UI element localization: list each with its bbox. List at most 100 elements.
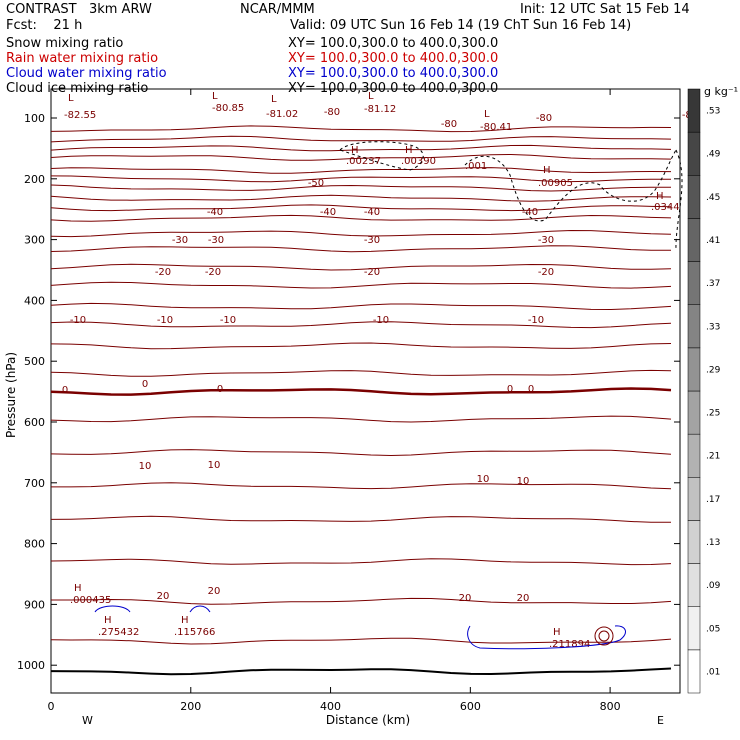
colorbar-swatch <box>687 218 701 262</box>
extrema-marker: H <box>543 165 551 176</box>
contour-label: -40 <box>207 207 223 218</box>
colorbar-swatch <box>687 606 701 651</box>
contour-label: -30 <box>364 235 380 246</box>
x-tick-label: 0 <box>48 700 55 713</box>
colorbar-swatch <box>687 131 701 176</box>
temperature-contour-line <box>50 135 672 143</box>
contour-label: -40 <box>522 207 538 218</box>
colorbar: .01 .05 .09 .13 .17 .21 .25 .29 .33 .37 .41 .45 .49.… <box>687 88 721 694</box>
y-axis-title: Pressure (hPa) <box>4 352 18 438</box>
colorbar-swatch <box>687 433 701 478</box>
contour-label: -40 <box>364 207 380 218</box>
center-title: NCAR/MMM <box>240 2 315 17</box>
temperature-contour-line <box>50 515 672 523</box>
colorbar-level-label: .05 <box>706 624 720 634</box>
colorbar-level-label: .37 <box>706 279 720 289</box>
extrema-value: .00905 <box>538 178 573 189</box>
colorbar-swatch <box>687 520 701 564</box>
contour-label: -10 <box>528 315 544 326</box>
contour-label: 10 <box>517 476 530 487</box>
colorbar-level-label: .49 <box>706 150 721 160</box>
y-tick-label: 600 <box>24 416 45 429</box>
colorbar-level-label: .33 <box>706 322 720 332</box>
contour-label: 0 <box>217 384 223 395</box>
temperature-contour-line <box>50 558 672 566</box>
x-tick-label: 600 <box>460 700 481 713</box>
colorbar-swatch <box>687 261 701 305</box>
x-tick-label: 400 <box>320 700 341 713</box>
temperature-contour-line <box>50 637 672 645</box>
temperature-contours: -50 -40 -40 -40 -40 -30 -30 -30 -30 -20 -20 -20 -20 -… <box>50 91 698 676</box>
extrema-marker: H <box>405 145 413 156</box>
y-tick-label: 200 <box>24 173 45 186</box>
contour-label: -20 <box>155 267 171 278</box>
y-tick-label: 400 <box>24 294 45 307</box>
extrema-value: .000435 <box>70 595 111 606</box>
temperature-contour-line <box>51 597 672 605</box>
x-tick-label: 800 <box>600 700 621 713</box>
extrema-value: -82.55 <box>64 110 96 121</box>
plot-frame <box>50 88 681 694</box>
contour-label: 10 <box>477 474 490 485</box>
cloud-water-contour <box>94 605 131 613</box>
y-tick-label: 900 <box>24 598 45 611</box>
temperature-contour-line <box>50 302 672 311</box>
model-title: CONTRAST 3km ARW <box>6 2 152 17</box>
colorbar-level-label: .29 <box>706 365 721 375</box>
contour-label: 0 <box>142 379 148 390</box>
cloud-ice-contour <box>675 149 683 251</box>
colorbar-swatch <box>687 649 701 694</box>
extrema-marker: L <box>368 91 374 102</box>
contour-label: -80 <box>324 107 340 118</box>
temperature-contour-line <box>50 667 672 676</box>
extrema-value: .00237 <box>346 156 381 167</box>
contour-label: -20 <box>538 267 554 278</box>
rain-contour <box>598 630 610 642</box>
colorbar-units: g kg⁻¹ <box>704 85 738 98</box>
temperature-contour-line <box>50 263 672 271</box>
y-tick-label: 100 <box>24 112 45 125</box>
extrema-marker: L <box>212 91 218 102</box>
cloud-water-contour <box>467 625 626 650</box>
extrema-marker: H <box>553 627 561 638</box>
temperature-contour-line <box>50 125 672 133</box>
extrema-value: .211894 <box>549 639 590 650</box>
field-snow-xy: XY= 100.0,300.0 to 400.0,300.0 <box>288 36 499 51</box>
valid-time: Valid: 09 UTC Sun 16 Feb 14 (19 ChT Sun … <box>290 18 632 33</box>
contour-label: -30 <box>208 235 224 246</box>
temperature-contour-line <box>50 449 672 457</box>
colorbar-level-label: .17 <box>706 495 720 505</box>
temperature-contour-line <box>50 214 672 222</box>
extrema-marker: H <box>351 145 359 156</box>
y-tick-label: 300 <box>24 234 45 247</box>
colorbar-swatch <box>687 347 701 392</box>
temperature-contour-line <box>50 204 672 212</box>
contour-label: -50 <box>308 178 324 189</box>
cloud-ice-contour <box>339 141 424 171</box>
rain-contour <box>594 626 614 646</box>
y-tick-label: 800 <box>24 538 45 551</box>
temperature-contour-line <box>50 281 672 289</box>
extrema-value: -81.02 <box>266 109 298 120</box>
extrema-value: -80.85 <box>212 103 244 114</box>
temperature-contour-line <box>50 175 671 183</box>
cloud-ice-contour <box>464 149 677 222</box>
temperature-contour-line <box>50 245 671 253</box>
field-cloudwater-xy: XY= 100.0,300.0 to 400.0,300.0 <box>288 66 499 81</box>
colorbar-swatch <box>687 563 701 607</box>
field-snow-name: Snow mixing ratio <box>6 36 124 51</box>
colorbar-swatch <box>687 477 701 521</box>
temperature-contour-line <box>51 482 672 490</box>
temperature-contour-line <box>50 167 672 174</box>
y-tick-label: 1000 <box>17 659 45 672</box>
contour-label: -20 <box>205 267 221 278</box>
extrema-value: -81.12 <box>364 104 396 115</box>
y-tick-label: 700 <box>24 477 45 490</box>
axes: 0 200 400 600 800100200300400500600700800900… <box>17 89 680 713</box>
extrema-value: .115766 <box>174 627 215 638</box>
colorbar-level-label: .45 <box>706 193 720 203</box>
contour-label: 10 <box>208 460 221 471</box>
field-cloudwater-name: Cloud water mixing ratio <box>6 66 167 81</box>
colorbar-swatch <box>687 304 701 349</box>
